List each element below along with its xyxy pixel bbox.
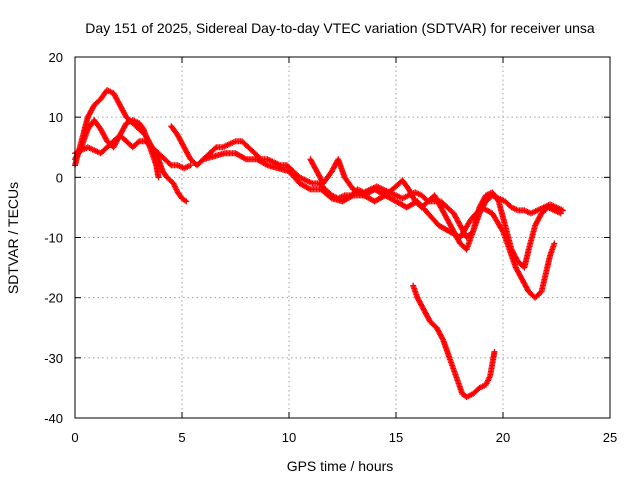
data-point-marker: [211, 145, 218, 152]
data-point-marker: [494, 197, 501, 204]
data-point-marker: [348, 193, 355, 200]
y-axis-label: SDTVAR / TECUs: [5, 182, 21, 294]
y-tick-label: -30: [44, 351, 63, 366]
y-tick-label: 20: [49, 50, 63, 65]
data-point-marker: [167, 161, 174, 168]
y-tick-label: -20: [44, 291, 63, 306]
x-axis-label: GPS time / hours: [287, 458, 394, 474]
data-point-marker: [241, 155, 248, 162]
data-point-marker: [183, 198, 190, 205]
data-point-marker: [491, 348, 498, 355]
data-point-marker: [134, 139, 141, 146]
x-tick-label: 20: [496, 430, 510, 445]
series-track-2: [72, 117, 162, 181]
x-tick-label: 25: [603, 430, 617, 445]
y-tick-label: -10: [44, 231, 63, 246]
data-point-marker: [559, 207, 566, 214]
x-tick-label: 0: [71, 430, 78, 445]
data-point-marker: [557, 210, 564, 217]
x-tick-label: 10: [282, 430, 296, 445]
series-layer: [72, 87, 566, 400]
data-point-marker: [263, 161, 270, 168]
data-point-marker: [439, 335, 446, 342]
series-track-6: [307, 156, 558, 301]
tick-label-layer: 0 5 10 15 20 25 -40 -30 -20 -10 0 10 20: [44, 50, 617, 445]
data-point-marker: [551, 240, 558, 247]
data-point-marker: [187, 162, 194, 169]
axes-layer: [74, 56, 611, 419]
data-point-marker: [155, 174, 162, 181]
x-tick-label: 5: [178, 430, 185, 445]
chart-title: Day 151 of 2025, Sidereal Day-to-day VTE…: [85, 20, 595, 36]
y-tick-label: 10: [49, 110, 63, 125]
y-tick-label: -40: [44, 411, 63, 426]
data-point-marker: [306, 185, 313, 192]
series-track-3: [72, 132, 194, 172]
y-tick-label: 0: [56, 170, 63, 185]
series-track-7: [410, 282, 498, 400]
x-tick-label: 15: [389, 430, 403, 445]
